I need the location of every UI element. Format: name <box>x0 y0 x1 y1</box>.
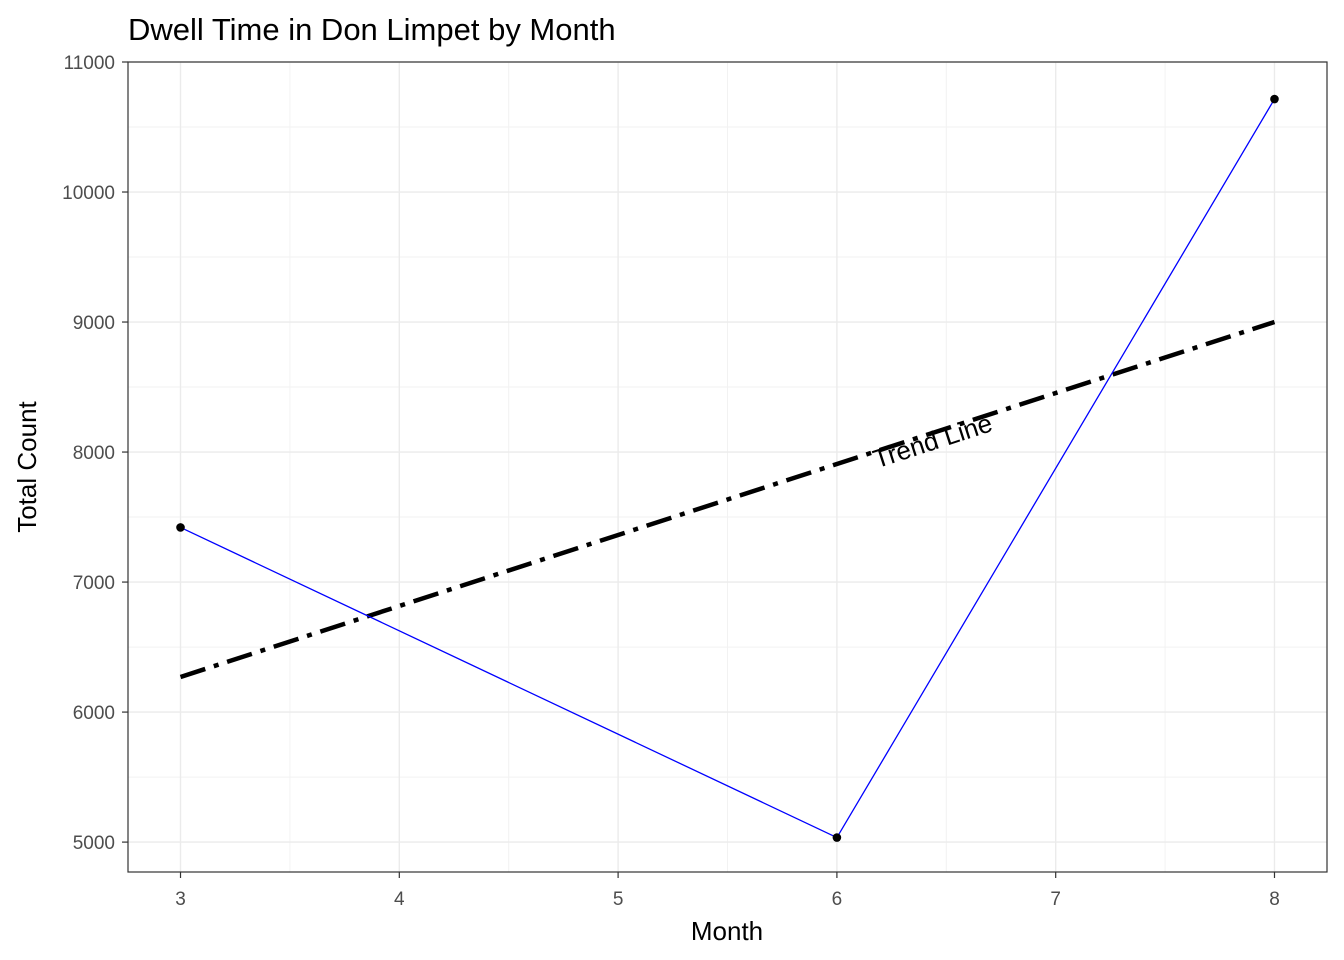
y-tick-label: 10000 <box>62 183 115 204</box>
panel-border <box>127 61 1328 873</box>
y-tick-label: 7000 <box>73 573 115 594</box>
y-tick-label: 6000 <box>73 703 115 724</box>
x-tick-label: 6 <box>832 889 843 910</box>
chart-title: Dwell Time in Don Limpet by Month <box>128 12 616 47</box>
x-tick-label: 5 <box>613 889 624 910</box>
trend-line <box>179 319 1276 680</box>
x-tick-label: 3 <box>175 889 186 910</box>
series-group <box>176 94 1279 842</box>
data-point <box>176 523 185 532</box>
y-axis: 5000 6000 7000 8000 9000 10000 11000 <box>62 53 128 854</box>
y-tick-label: 5000 <box>73 833 115 854</box>
x-tick-label: 8 <box>1269 889 1280 910</box>
trend-line-group <box>179 319 1276 680</box>
y-tick-label: 8000 <box>73 443 115 464</box>
major-gridlines <box>128 61 1327 872</box>
y-tick-label: 11000 <box>64 53 115 74</box>
y-tick-label: 9000 <box>73 313 115 334</box>
x-tick-label: 7 <box>1050 889 1061 910</box>
x-axis-title: Month <box>691 916 763 946</box>
x-tick-label: 4 <box>394 889 405 910</box>
data-point <box>832 833 842 842</box>
minor-gridlines <box>128 62 1327 872</box>
data-point <box>1270 94 1279 104</box>
y-axis-title: Total Count <box>12 400 42 532</box>
x-axis: 3 4 5 6 7 8 <box>175 872 1280 910</box>
